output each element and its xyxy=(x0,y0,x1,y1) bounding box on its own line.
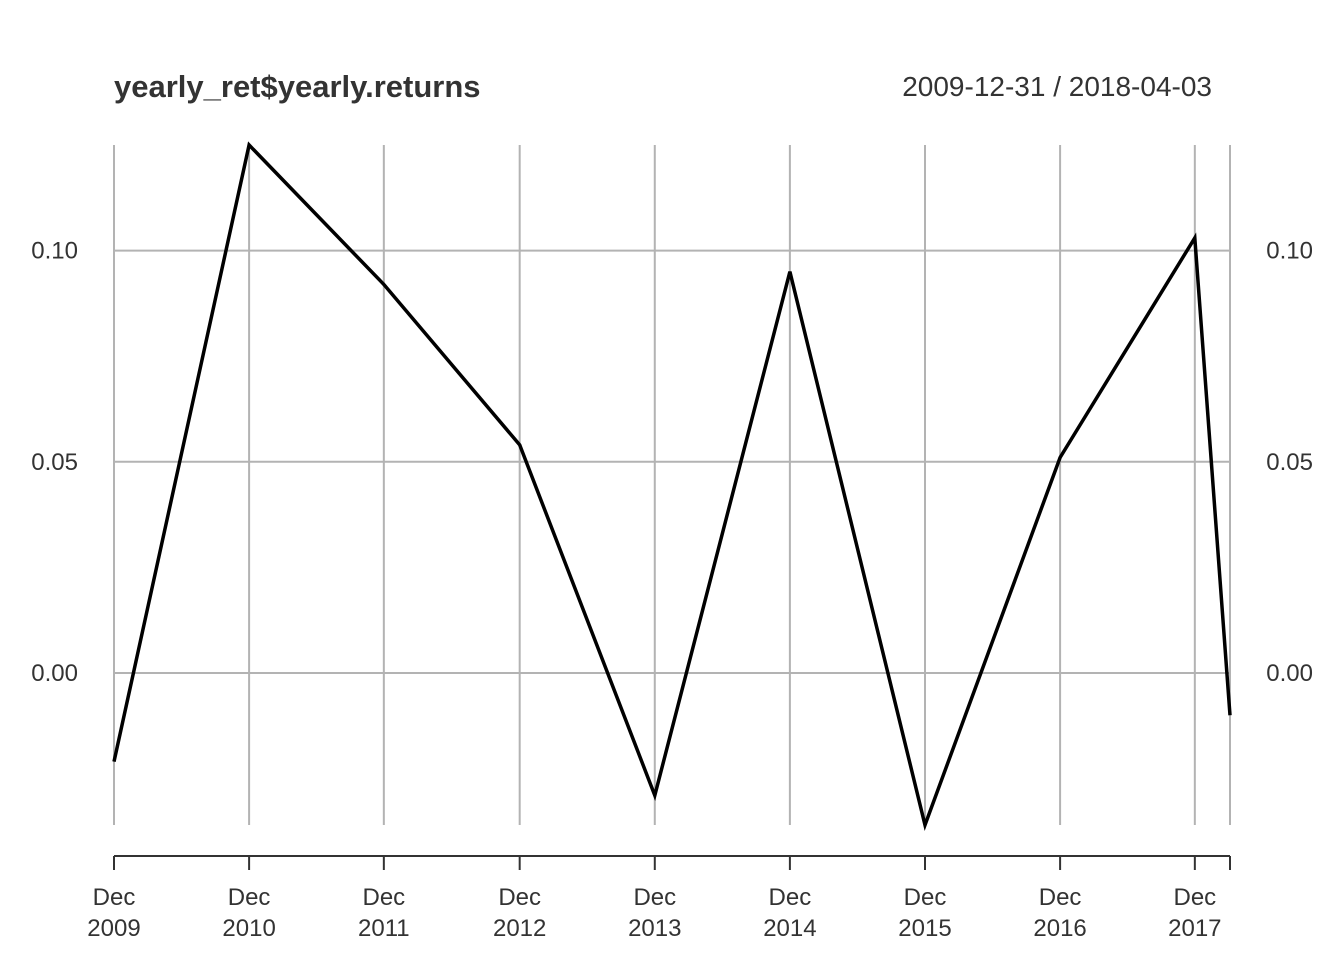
y-tick-label-right: 0.00 xyxy=(1266,660,1313,687)
y-axis-labels: 0.00 0.00 0.05 0.05 0.10 0.10 xyxy=(31,238,1313,687)
x-tick-label-month: Dec xyxy=(1039,884,1082,911)
x-tick-label-month: Dec xyxy=(228,884,271,911)
series-line xyxy=(112,141,1232,831)
x-tick-label-year: 2009 xyxy=(87,915,140,942)
x-tick-label-year: 2012 xyxy=(493,915,546,942)
x-tick-label-year: 2011 xyxy=(358,915,410,942)
x-tick-label-year: 2017 xyxy=(1168,915,1221,942)
x-tick-label-month: Dec xyxy=(498,884,541,911)
y-tick-label-right: 0.05 xyxy=(1266,449,1313,476)
x-axis-labels: Dec 2009 Dec 2010 Dec 2011 Dec 2012 Dec 2013 Dec 20… xyxy=(87,884,1221,942)
x-tick-label-year: 2015 xyxy=(898,915,951,942)
x-axis xyxy=(113,855,1231,870)
series-layer xyxy=(112,141,1232,831)
x-tick-label-year: 2016 xyxy=(1033,915,1086,942)
x-tick-label-month: Dec xyxy=(633,884,676,911)
x-tick-label-month: Dec xyxy=(769,884,812,911)
x-tick-label-month: Dec xyxy=(904,884,947,911)
x-tick-label-month: Dec xyxy=(1173,884,1216,911)
x-tick-label-month: Dec xyxy=(362,884,405,911)
y-tick-label-left: 0.05 xyxy=(31,449,78,476)
x-tick-label-year: 2013 xyxy=(628,915,681,942)
y-tick-label-left: 0.00 xyxy=(31,660,78,687)
x-tick-label-year: 2014 xyxy=(763,915,816,942)
y-tick-label-right: 0.10 xyxy=(1266,238,1313,265)
chart-title: yearly_ret$yearly.returns xyxy=(114,69,481,104)
x-tick-label-year: 2010 xyxy=(222,915,275,942)
date-range-label: 2009-12-31 / 2018-04-03 xyxy=(902,71,1212,102)
x-tick-label-month: Dec xyxy=(93,884,136,911)
y-tick-label-left: 0.10 xyxy=(31,238,78,265)
